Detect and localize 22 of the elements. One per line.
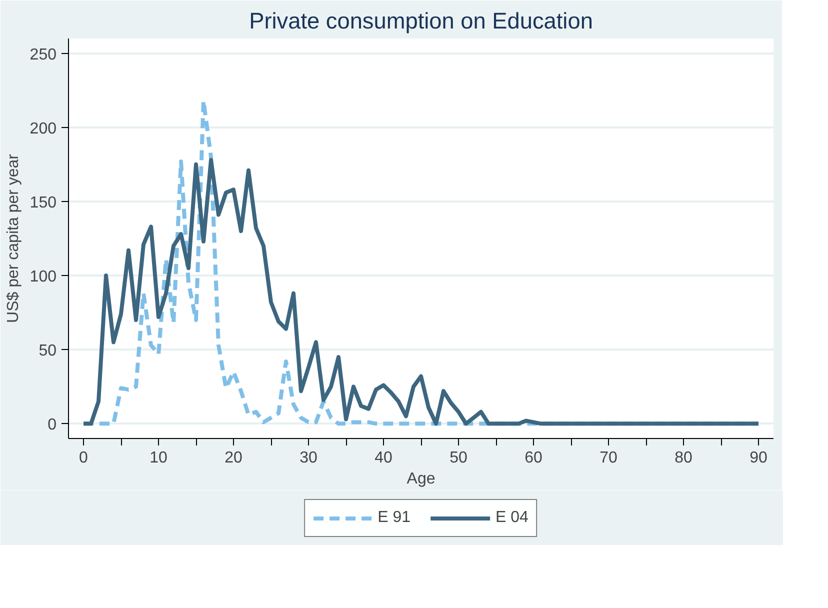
- x-tick-label: 90: [750, 450, 768, 466]
- x-tick-label: 40: [374, 450, 392, 466]
- y-tick-label: 100: [30, 268, 57, 286]
- y-tick-label: 250: [30, 46, 57, 64]
- x-tick-label: 10: [150, 450, 168, 466]
- y-tick-label: 0: [48, 416, 57, 434]
- line-series: [82, 158, 760, 426]
- y-axis-title: US$ per capita per year: [4, 153, 22, 323]
- y-tick-label: 150: [30, 194, 57, 212]
- x-tick-label: 80: [674, 450, 692, 466]
- y-tick-label: 50: [38, 342, 57, 360]
- y-tick-label: 200: [30, 120, 57, 138]
- legend-label: E 91: [378, 508, 410, 526]
- x-axis-title: Age: [406, 470, 436, 488]
- x-tick-label: 0: [79, 450, 88, 466]
- x-tick-label: 60: [524, 450, 542, 466]
- legend-label: E 04: [496, 508, 528, 526]
- x-tick-label: 30: [300, 450, 318, 466]
- x-tick-label: 50: [450, 450, 468, 466]
- x-tick-label: 70: [600, 450, 618, 466]
- x-tick-label: 20: [224, 450, 242, 466]
- chart-title: Private consumption on Education: [249, 8, 593, 34]
